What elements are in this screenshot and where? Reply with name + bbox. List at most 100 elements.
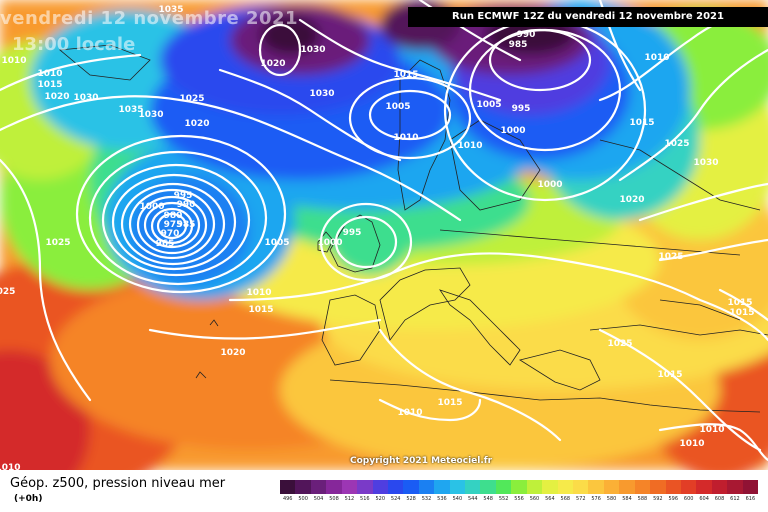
- legend-value: 528: [406, 496, 416, 502]
- forecast-step: (+0h): [14, 494, 43, 504]
- legend-swatch: [434, 480, 450, 494]
- pressure-label: 1025: [179, 94, 204, 104]
- legend-value: 520: [375, 496, 386, 502]
- legend-swatch: [619, 480, 635, 494]
- pressure-label: 1010: [644, 53, 669, 63]
- pressure-label: 985: [509, 40, 528, 50]
- legend-swatch: [465, 480, 481, 494]
- legend-swatch: [573, 480, 589, 494]
- legend-swatch: [711, 480, 728, 494]
- legend-value: 536: [437, 496, 447, 502]
- legend-value: 540: [452, 496, 463, 502]
- pressure-label: 1010: [246, 288, 271, 298]
- pressure-label: 1030: [300, 45, 325, 55]
- pressure-label: 1025: [607, 339, 632, 349]
- legend-value: 512: [344, 496, 355, 502]
- pressure-label: 990: [177, 200, 196, 210]
- copyright-label: Copyright 2021 Meteociel.fr: [350, 456, 493, 466]
- pressure-label: 1015: [729, 308, 754, 318]
- pressure-label: 1010: [393, 133, 418, 143]
- pressure-label: 1000: [500, 126, 525, 136]
- legend-value: 496: [282, 496, 293, 502]
- pressure-label: 1015: [393, 70, 418, 80]
- legend-swatch: [526, 480, 543, 494]
- legend-value: 544: [468, 496, 478, 502]
- legend-swatch: [603, 480, 620, 494]
- legend-swatch: [634, 480, 651, 494]
- legend-value: 524: [390, 496, 401, 502]
- pressure-label: 1020: [260, 59, 285, 69]
- legend-swatch: [403, 480, 419, 494]
- pressure-label: 1010: [0, 463, 21, 470]
- pressure-label: 1020: [44, 92, 69, 102]
- map-date-label: vendredi 12 novembre 2021: [0, 8, 299, 29]
- legend-swatch: [310, 480, 327, 494]
- pressure-label: 1020: [184, 119, 209, 129]
- pressure-label: 1030: [138, 110, 163, 120]
- pressure-label: 1010: [1, 56, 26, 66]
- pressure-label: 1035: [118, 105, 143, 115]
- pressure-label: 1030: [73, 93, 98, 103]
- map-title: Géop. z500, pression niveau mer: [10, 476, 226, 491]
- weather-map: 1035 1030 1020 1030 1010 1010 1015 1020 1030 1035…: [0, 0, 768, 470]
- pressure-label: 1010: [397, 408, 422, 418]
- pressure-label: 1035: [158, 5, 183, 15]
- legend-value: 576: [591, 496, 601, 502]
- legend-value: 500: [298, 496, 308, 502]
- legend-value: 584: [622, 496, 632, 502]
- pressure-label: 1000: [317, 238, 342, 248]
- pressure-label: 980: [164, 211, 183, 221]
- legend-swatch: [542, 480, 558, 494]
- pressure-label: 1010: [457, 141, 482, 151]
- legend-swatch: [326, 480, 342, 494]
- pressure-label: 975: [164, 220, 183, 230]
- legend-value: 508: [329, 496, 339, 502]
- pressure-label: 1025: [658, 252, 683, 262]
- legend-value: 532: [421, 496, 432, 502]
- legend-swatch: [341, 480, 358, 494]
- legend-swatch: [418, 480, 435, 494]
- pressure-label: 995: [343, 228, 362, 238]
- pressure-label: 1015: [437, 398, 462, 408]
- legend-swatch: [480, 480, 496, 494]
- pressure-label: 1025: [664, 139, 689, 149]
- legend-value: 568: [560, 496, 571, 502]
- legend-swatch: [680, 480, 697, 494]
- footer-bar: Géop. z500, pression niveau mer (+0h) 49…: [0, 470, 768, 512]
- legend-swatch: [280, 480, 296, 494]
- pressure-label: 1020: [220, 348, 245, 358]
- pressure-label: 1030: [309, 89, 334, 99]
- legend-swatch: [295, 480, 311, 494]
- legend-swatch: [588, 480, 604, 494]
- pressure-label: 970: [161, 229, 180, 239]
- pressure-label: 1015: [248, 305, 273, 315]
- legend-value: 548: [483, 496, 493, 502]
- pressure-label: 025: [0, 287, 15, 297]
- color-legend: [280, 480, 759, 494]
- pressure-label: 1010: [699, 425, 724, 435]
- pressure-label: 1010: [679, 439, 704, 449]
- pressure-label: 990: [517, 30, 536, 40]
- legend-swatch: [742, 480, 759, 494]
- pressure-label: 965: [156, 239, 175, 249]
- pressure-label: 995: [174, 191, 193, 201]
- pressure-label: 1005: [476, 100, 501, 110]
- pressure-label: 1025: [45, 238, 70, 248]
- legend-value: 516: [360, 496, 370, 502]
- pressure-label: 1015: [629, 118, 654, 128]
- pressure-label: 1000: [537, 180, 562, 190]
- legend-swatch: [557, 480, 574, 494]
- legend-value: 604: [699, 496, 709, 502]
- legend-value: 556: [514, 496, 524, 502]
- legend-value: 572: [575, 496, 586, 502]
- pressure-label: 985: [177, 220, 196, 230]
- legend-swatch: [495, 480, 512, 494]
- color-legend-labels: 496 500 504 508 512 516 520 524 528 532 536 540 544 5…: [280, 496, 758, 502]
- pressure-label: 1015: [657, 370, 682, 380]
- pressure-label: 1015: [727, 298, 752, 308]
- legend-value: 592: [653, 496, 663, 502]
- legend-swatch: [511, 480, 527, 494]
- pressure-label: 1000: [139, 202, 164, 212]
- map-time-label: 13:00 locale: [12, 34, 136, 55]
